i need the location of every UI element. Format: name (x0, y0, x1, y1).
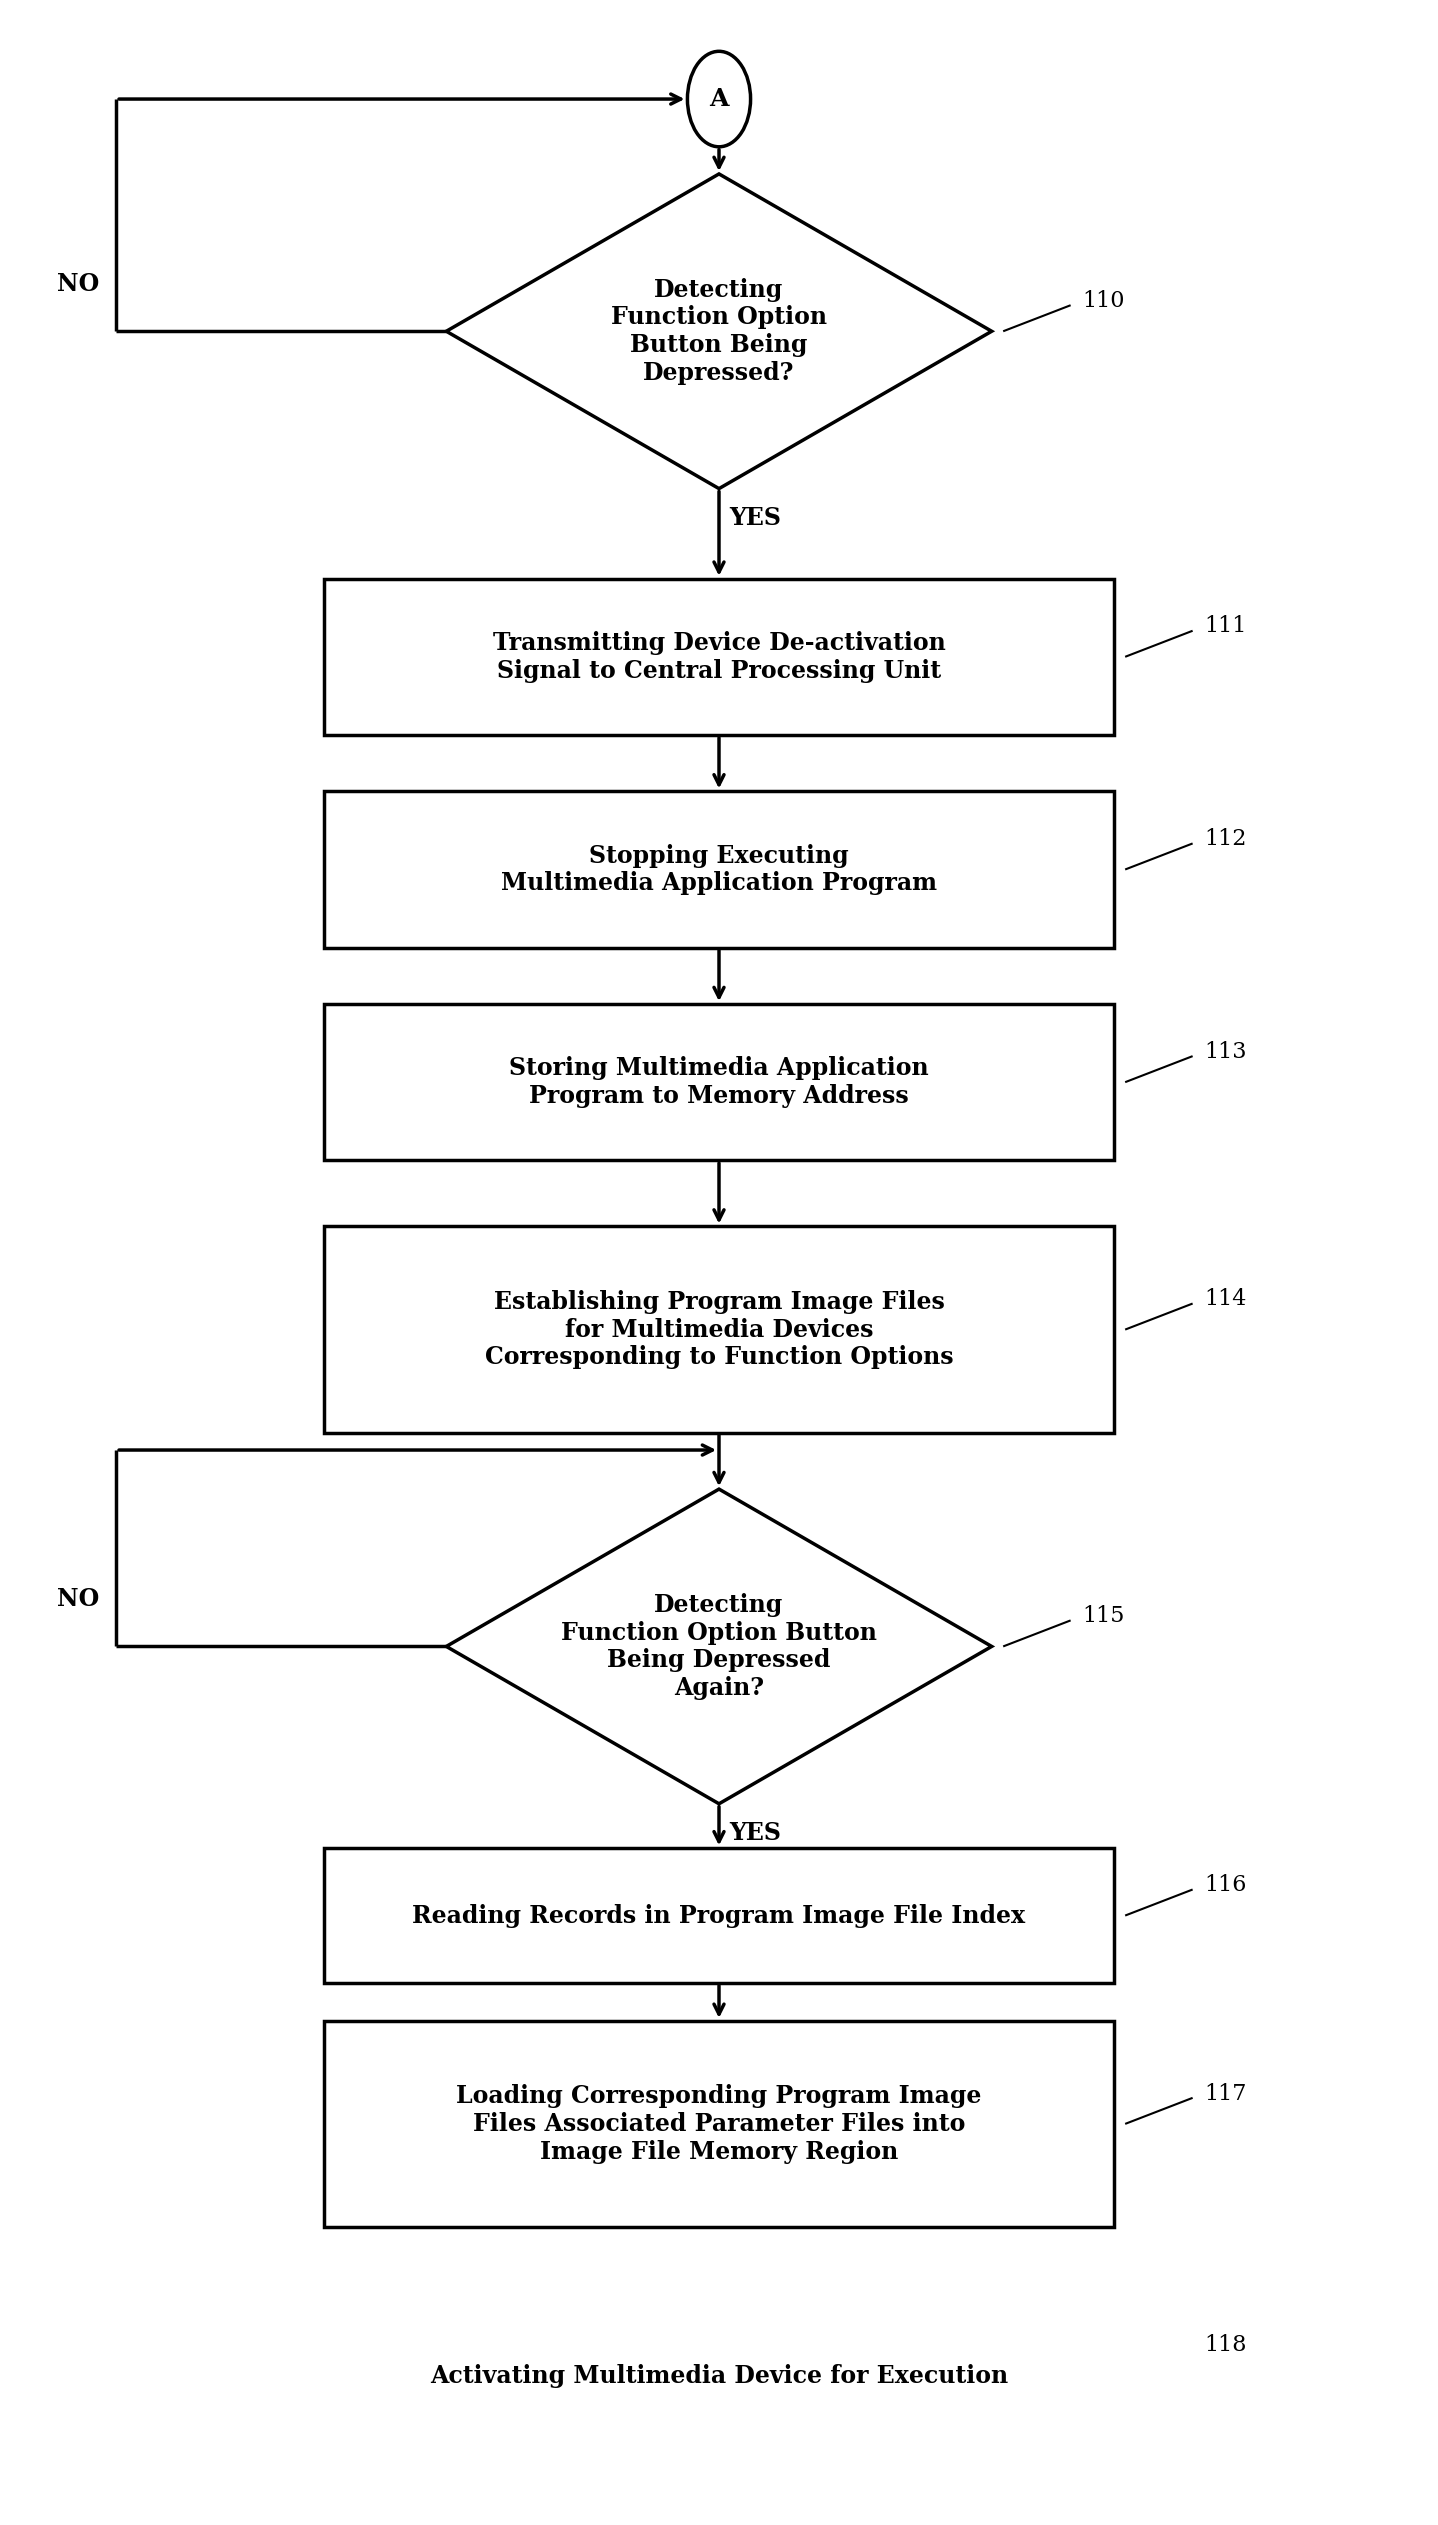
Text: YES: YES (729, 505, 781, 530)
Bar (325, 1227, 1113, 1432)
Text: Detecting
Function Option Button
Being Depressed
Again?: Detecting Function Option Button Being D… (561, 1593, 877, 1699)
Text: Establishing Program Image Files
for Multimedia Devices
Corresponding to Functio: Establishing Program Image Files for Mul… (485, 1290, 953, 1369)
Text: 115: 115 (1083, 1606, 1125, 1626)
Polygon shape (446, 1490, 992, 1803)
Bar (325, 1848, 1113, 1982)
Bar (325, 2020, 1113, 2227)
Text: Transmitting Device De-activation
Signal to Central Processing Unit: Transmitting Device De-activation Signal… (493, 631, 945, 682)
Text: NO: NO (56, 1586, 99, 1611)
Circle shape (687, 50, 751, 146)
Text: Loading Corresponding Program Image
Files Associated Parameter Files into
Image : Loading Corresponding Program Image File… (456, 2083, 982, 2164)
Text: 111: 111 (1204, 616, 1247, 636)
Text: Stopping Executing
Multimedia Application Program: Stopping Executing Multimedia Applicatio… (500, 843, 938, 896)
Text: A: A (709, 86, 729, 111)
Text: YES: YES (729, 1821, 781, 1846)
Text: 110: 110 (1083, 290, 1125, 313)
Text: 116: 116 (1204, 1874, 1247, 1896)
Text: NO: NO (56, 273, 99, 295)
Bar (325, 1005, 1113, 1162)
Bar (325, 578, 1113, 735)
Text: Reading Records in Program Image File Index: Reading Records in Program Image File In… (413, 1904, 1025, 1927)
FancyBboxPatch shape (640, 2507, 798, 2525)
Bar (325, 2308, 1113, 2442)
Text: 112: 112 (1204, 828, 1247, 851)
Text: Detecting
Function Option
Button Being
Depressed?: Detecting Function Option Button Being D… (611, 278, 827, 384)
Text: Storing Multimedia Application
Program to Memory Address: Storing Multimedia Application Program t… (509, 1055, 929, 1108)
Text: Activating Multimedia Device for Execution: Activating Multimedia Device for Executi… (430, 2363, 1008, 2389)
Text: 113: 113 (1204, 1040, 1247, 1063)
Bar (325, 790, 1113, 947)
Polygon shape (446, 174, 992, 490)
Text: 118: 118 (1204, 2333, 1247, 2356)
Text: 114: 114 (1204, 1288, 1247, 1310)
Text: 117: 117 (1204, 2083, 1247, 2103)
